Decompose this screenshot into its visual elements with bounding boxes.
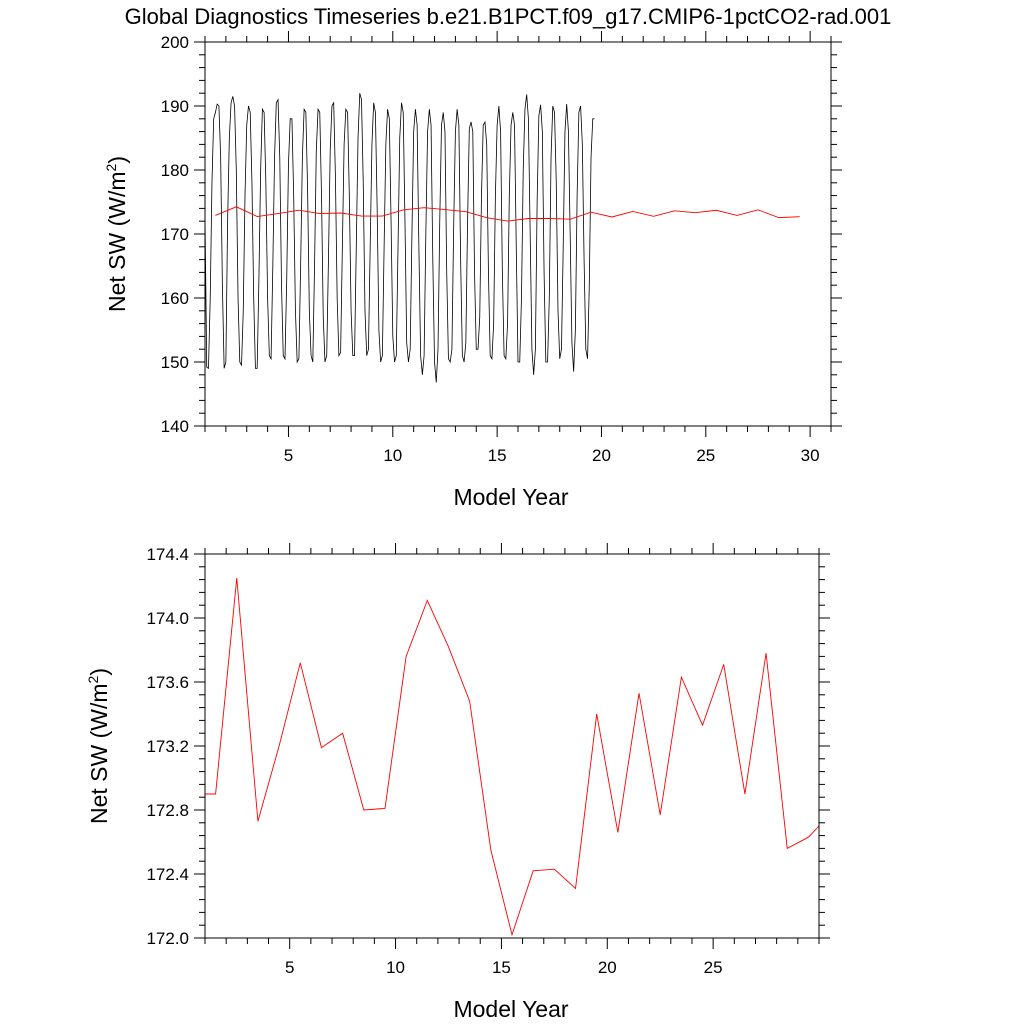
bottom-x-tick-label: 10 [386,958,405,977]
top-y-tick-label: 190 [161,97,189,116]
bottom-y-tick-label: 174.0 [146,609,189,628]
top-y-tick-label: 140 [161,417,189,436]
bottom-y-axis-label: Net SW (W/m2) [85,668,112,824]
bottom-y-tick-label: 172.0 [146,929,189,948]
top-series-annual-line [215,206,800,222]
bottom-axis-ticks: 172.0 172.4 172.8 173.2 173.6 174.0 174.4 5 10 15… [146,543,830,977]
top-x-tick-label: 25 [696,446,715,465]
top-panel: 140 150 160 170 180 190 200 5 10 15 20 25 30 Model Y… [103,31,842,510]
bottom-x-tick-label: 15 [492,958,511,977]
top-y-tick-label: 150 [161,353,189,372]
top-x-tick-label: 20 [592,446,611,465]
top-x-tick-label: 10 [383,446,402,465]
top-x-tick-label: 30 [801,446,820,465]
bottom-panel: 172.0 172.4 172.8 173.2 173.6 174.0 174.4 5 10 15… [85,543,830,1022]
bottom-plot-frame [204,553,820,939]
top-plot-frame [204,41,832,427]
bottom-y-tick-label: 173.2 [146,737,189,756]
top-y-tick-label: 200 [161,33,189,52]
top-x-axis-label: Model Year [453,484,568,510]
top-series-monthly-line [204,93,595,383]
top-x-tick-label: 15 [488,446,507,465]
bottom-y-tick-label: 174.4 [146,545,189,564]
top-axis-ticks: 140 150 160 170 180 190 200 5 10 15 20 25 30 [161,31,842,465]
top-y-tick-label: 160 [161,289,189,308]
top-y-tick-label: 170 [161,225,189,244]
bottom-x-tick-label: 5 [285,958,294,977]
bottom-plot-content [205,577,820,937]
top-plot-content [204,93,800,383]
bottom-y-tick-label: 172.4 [146,865,189,884]
bottom-series-annual-line [205,577,820,937]
top-x-tick-label: 5 [284,446,293,465]
top-y-axis-label: Net SW (W/m2) [103,156,130,312]
figure-title: Global Diagnostics Timeseries b.e21.B1PC… [125,4,892,29]
bottom-y-tick-label: 172.8 [146,801,189,820]
top-y-tick-label: 180 [161,161,189,180]
bottom-x-tick-label: 20 [598,958,617,977]
bottom-x-tick-label: 25 [704,958,723,977]
bottom-x-axis-label: Model Year [453,996,568,1022]
bottom-y-tick-label: 173.6 [146,673,189,692]
